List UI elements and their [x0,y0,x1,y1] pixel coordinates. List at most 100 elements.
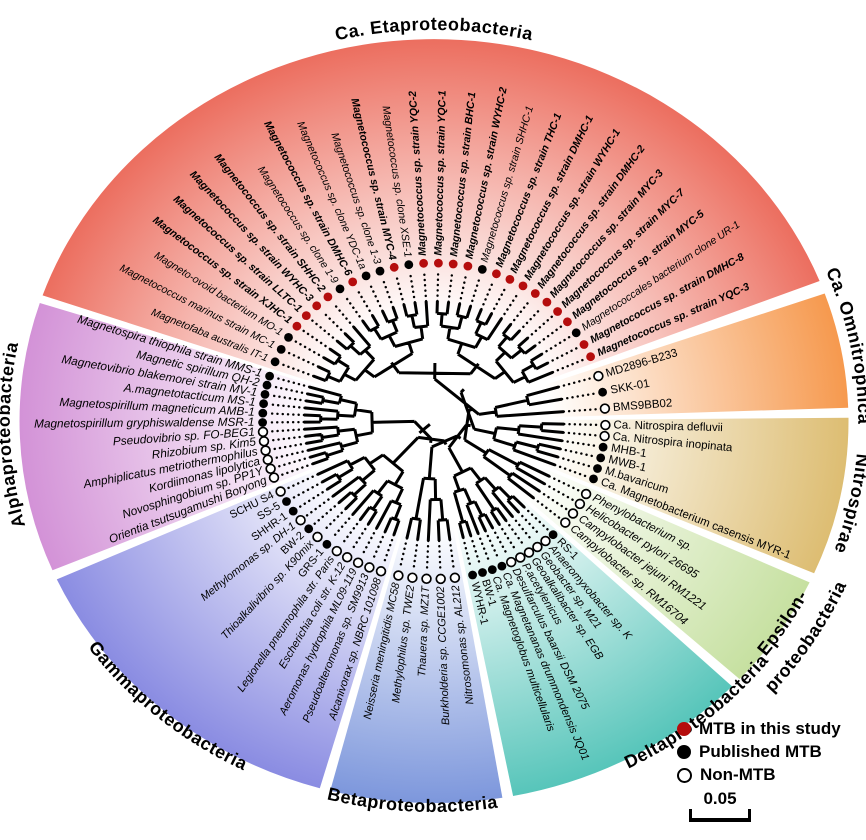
sector-wedge-nitro [434,417,849,574]
taxon-marker-black [361,271,371,281]
taxon-marker-open [532,541,543,553]
sector-wedge-eta [42,39,820,421]
taxon-marker-open [523,547,535,558]
taxon-marker-red [389,262,399,272]
taxon-marker-open [331,545,343,557]
taxon-label: BMS9BB02 [613,397,673,414]
taxon-marker-red [492,269,501,279]
taxon-marker-open [341,552,353,563]
taxon-marker-open [435,573,446,585]
taxon-marker-black [260,390,270,399]
legend-item-published: Published MTB [677,742,862,762]
taxon-marker-red [542,297,552,307]
taxon-marker-open [352,557,364,568]
taxon-marker-red [579,340,589,349]
sector-wedge-alpha [19,303,434,571]
taxon-marker-open [567,508,579,519]
scale-value: 0.05 [703,789,737,808]
taxon-marker-black [477,265,487,274]
taxon-marker-open [258,436,270,447]
sector-wedge-gamma [56,421,435,789]
taxon-label: Burkholderia sp. CCGE1002 [435,586,452,725]
taxon-marker-open [257,426,269,438]
taxon-marker-red [292,321,302,331]
taxon-marker-red [463,261,473,271]
taxon-marker-red [518,281,528,291]
taxon-marker-open [540,535,551,547]
taxon-marker-black [259,399,268,409]
taxon-marker-open [599,403,611,414]
legend-label-study: MTB in this study [699,719,841,738]
taxon-marker-black [288,506,298,516]
scale-bar [689,809,751,822]
taxon-marker-open [275,486,286,497]
taxon-label: MHB-1 [610,442,647,460]
leaf-leader-lines [269,269,599,573]
taxon-marker-black [270,357,280,367]
taxon-label: Magnetococcus sp. strain YQC-1 [432,90,448,256]
taxon-marker-black [478,568,487,577]
scale-indicator: 0.05 [689,789,751,822]
taxon-marker-red [348,277,358,287]
taxon-marker-open [268,472,280,483]
taxon-marker-open [580,488,592,500]
taxon-marker-open [375,566,387,577]
taxon-marker-open [599,430,610,442]
taxon-marker-open [407,572,418,583]
taxon-marker-black [335,284,345,294]
taxon-marker-black [598,442,608,452]
taxon-marker-open [421,573,432,585]
taxon-label: Thauera sp. MZ1T [416,585,432,677]
taxon-marker-open [515,552,526,563]
taxon-marker-black [571,328,581,338]
taxon-marker-black [548,530,558,540]
taxon-marker-black [468,570,477,580]
taxon-marker-black [284,333,293,342]
taxon-marker-red [448,259,458,269]
legend-item-nonmtb: Non-MTB [677,765,862,785]
taxon-marker-open [593,370,604,382]
taxon-marker-black [596,453,606,463]
taxon-marker-open [295,514,306,526]
taxon-marker-red [323,292,333,302]
legend-label-nonmtb: Non-MTB [700,765,776,784]
taxon-marker-open [600,419,611,431]
taxon-marker-red [563,317,572,327]
sector-wedge-omni [434,293,849,421]
taxon-marker-open [574,498,586,510]
sector-wedge-delta [434,421,733,796]
taxon-marker-black [304,524,314,534]
taxon-marker-open [449,572,461,584]
taxon-marker-open [560,517,571,528]
sector-wedge-eps [434,421,810,680]
taxon-marker-red [301,311,311,320]
taxon-marker-open [364,562,375,573]
taxon-marker-black [593,464,602,473]
open-circle-icon [677,767,692,783]
taxon-marker-black [375,266,385,276]
taxon-marker-black [598,387,607,397]
taxon-marker-red [419,258,428,268]
taxon-marker-black [497,561,507,571]
taxon-marker-red [505,275,515,284]
taxon-label: Ca. Nitrospira defluvii [613,419,723,434]
taxon-marker-red [586,352,595,362]
legend-label-published: Published MTB [699,742,822,761]
legend: MTB in this study Published MTB Non-MTB … [677,716,862,822]
black-dot-icon [677,745,691,759]
sector-wedge-beta [330,421,503,804]
taxon-marker-red [434,258,443,268]
taxon-marker-black [276,345,286,354]
taxon-marker-black [322,539,332,549]
taxon-marker-black [258,418,267,427]
taxon-marker-open [265,463,276,475]
taxon-marker-black [282,497,291,506]
taxon-marker-open [262,454,274,465]
taxon-marker-black [404,260,414,270]
taxon-marker-black [265,371,274,381]
tree-branches [303,300,565,541]
taxon-marker-red [553,307,562,316]
legend-item-study: MTB in this study [677,719,862,739]
